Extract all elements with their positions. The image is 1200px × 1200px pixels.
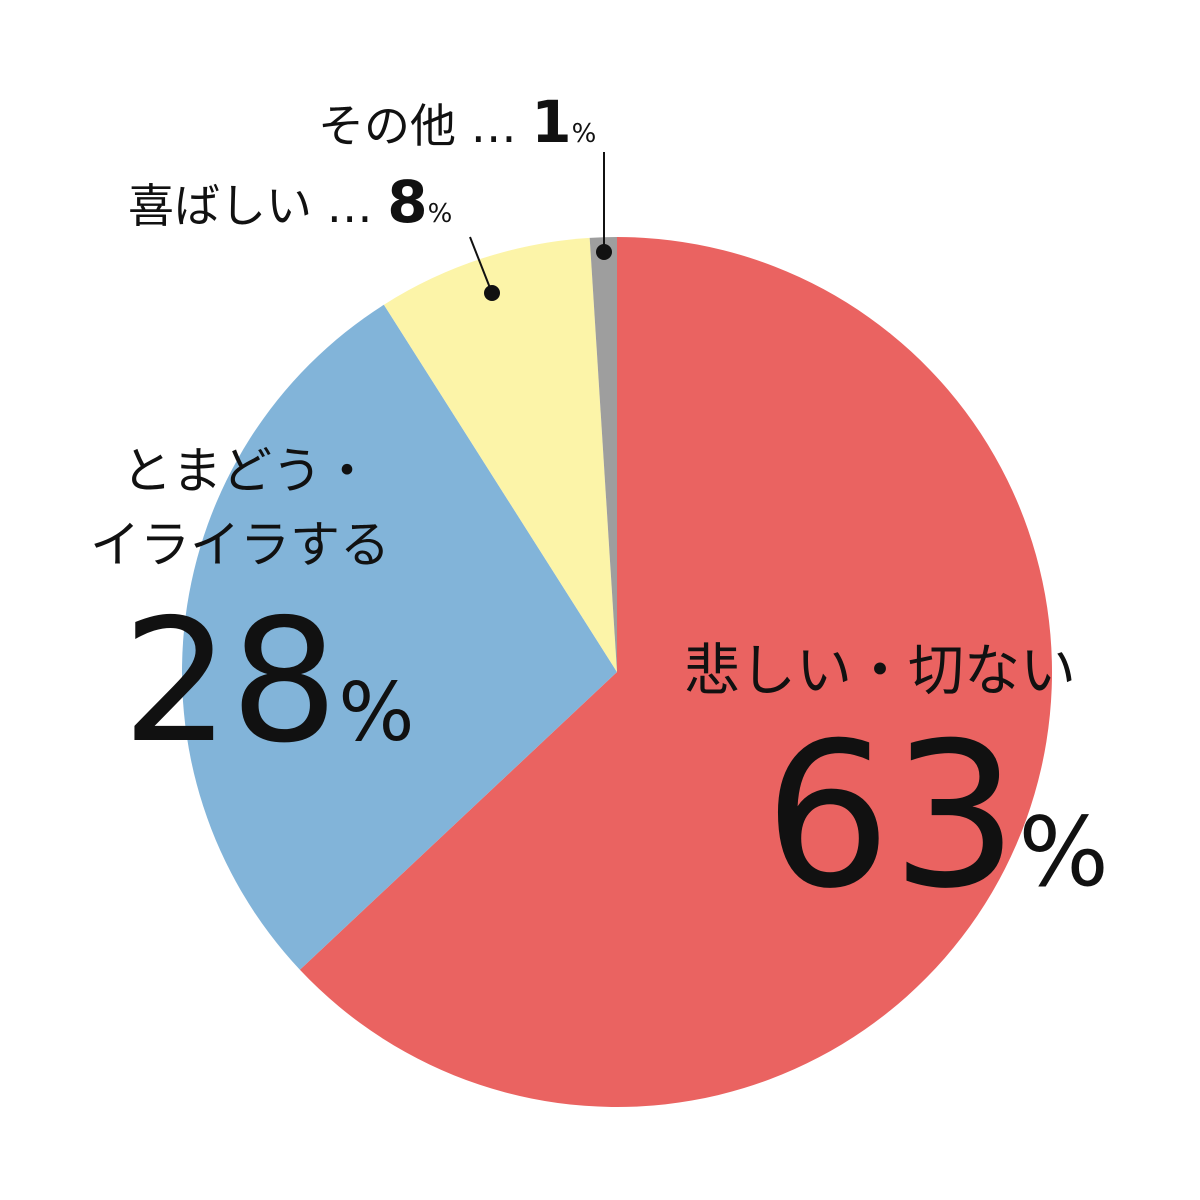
pie-slice-2 <box>383 237 617 672</box>
label-other: その他 … 1% <box>318 88 596 156</box>
label-confused-line2: イライラする <box>90 516 390 574</box>
label-sad-line1: 悲しい・切ない <box>684 639 1076 704</box>
leader-dot-other <box>596 244 612 260</box>
label-confused-line1: とまどう・ <box>122 442 372 500</box>
label-sad-value: 63% <box>764 700 1109 933</box>
label-happy: 喜ばしい … 8% <box>128 168 452 236</box>
pie-slice-3 <box>589 237 617 672</box>
label-confused-value: 28% <box>122 583 414 781</box>
pie-slice-1 <box>181 304 617 970</box>
pie-slice-0 <box>299 237 1052 1107</box>
leader-line-happy <box>469 236 493 294</box>
leader-dot-happy <box>484 285 500 301</box>
